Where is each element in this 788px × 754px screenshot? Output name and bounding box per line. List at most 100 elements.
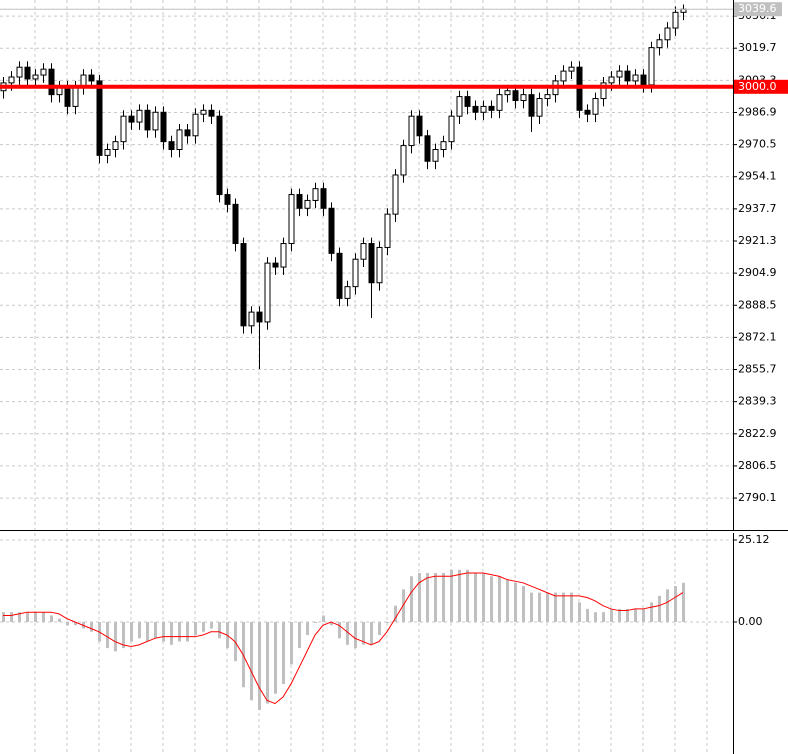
candle-body bbox=[328, 207, 335, 254]
candle-body bbox=[432, 148, 439, 162]
histogram-bar bbox=[34, 612, 37, 622]
candle-body bbox=[424, 135, 431, 162]
y-tick-label: 2921.3 bbox=[738, 234, 777, 247]
candle-body bbox=[560, 70, 567, 82]
histogram-bar bbox=[114, 621, 117, 652]
histogram-bar bbox=[170, 621, 173, 645]
histogram-bar bbox=[506, 579, 509, 622]
candle-body bbox=[392, 174, 399, 215]
histogram-bar bbox=[370, 621, 373, 645]
histogram-bar bbox=[178, 621, 181, 642]
histogram-bar bbox=[330, 621, 333, 626]
candle-body bbox=[72, 86, 79, 107]
histogram-bar bbox=[618, 608, 621, 622]
candle-body bbox=[376, 246, 383, 284]
y-tick-label: 2986.9 bbox=[738, 105, 777, 118]
candle-body bbox=[272, 262, 279, 268]
histogram-bar bbox=[458, 569, 461, 622]
candle-body bbox=[264, 262, 271, 323]
candle-body bbox=[480, 105, 487, 113]
candle-body bbox=[592, 98, 599, 115]
candle-body bbox=[456, 96, 463, 117]
candle-body bbox=[88, 74, 95, 82]
histogram-bar bbox=[50, 615, 53, 622]
histogram-bar bbox=[74, 621, 77, 626]
candle-body bbox=[168, 141, 175, 150]
candle-body bbox=[312, 188, 319, 201]
histogram-bar bbox=[514, 582, 517, 622]
histogram-bar bbox=[530, 592, 533, 622]
candle-body bbox=[568, 66, 575, 72]
level-label-bg bbox=[734, 79, 788, 94]
candle-body bbox=[320, 188, 327, 209]
candle-body bbox=[520, 94, 527, 102]
candle-body bbox=[48, 68, 55, 96]
candle-body bbox=[248, 311, 255, 327]
histogram-bar bbox=[194, 621, 197, 636]
candle-body bbox=[184, 129, 191, 137]
candle-body bbox=[192, 113, 199, 137]
candle-body bbox=[544, 94, 551, 100]
candle-body bbox=[256, 311, 263, 323]
candle-body bbox=[128, 115, 135, 123]
candle-body bbox=[40, 68, 47, 76]
candle-body bbox=[120, 115, 127, 143]
y-tick-label: 2806.5 bbox=[738, 459, 777, 472]
candle-body bbox=[656, 39, 663, 49]
candle-body bbox=[216, 115, 223, 196]
y-tick-label: 25.12 bbox=[738, 533, 770, 546]
histogram-bar bbox=[610, 608, 613, 622]
y-tick-label: 2954.1 bbox=[738, 170, 777, 183]
candle-body bbox=[368, 243, 375, 284]
histogram-bar bbox=[154, 621, 157, 639]
histogram-bar bbox=[106, 621, 109, 649]
candle-body bbox=[32, 74, 39, 80]
candle-body bbox=[352, 258, 359, 288]
y-tick-label: 2872.1 bbox=[738, 330, 777, 343]
histogram-bar bbox=[186, 621, 189, 642]
histogram-bar bbox=[250, 621, 253, 701]
histogram-bar bbox=[626, 608, 629, 622]
candle-body bbox=[536, 98, 543, 117]
candle-body bbox=[16, 66, 23, 78]
histogram-bar bbox=[450, 569, 453, 622]
candle-body bbox=[640, 74, 647, 86]
histogram-bar bbox=[410, 576, 413, 622]
histogram-bar bbox=[258, 621, 261, 711]
histogram-bar bbox=[266, 621, 269, 704]
histogram-bar bbox=[386, 621, 389, 623]
histogram-bar bbox=[298, 621, 301, 649]
candle-body bbox=[200, 109, 207, 115]
candle-body bbox=[8, 76, 15, 84]
histogram-bar bbox=[634, 608, 637, 622]
candle-body bbox=[488, 105, 495, 111]
candle-body bbox=[224, 194, 231, 205]
signal-line bbox=[3, 572, 684, 705]
histogram-bar bbox=[658, 595, 661, 622]
histogram-bar bbox=[26, 612, 29, 622]
histogram-bar bbox=[210, 621, 213, 629]
histogram-bar bbox=[482, 573, 485, 622]
candle-body bbox=[512, 90, 519, 102]
candle-body bbox=[288, 194, 295, 245]
histogram-bar bbox=[282, 621, 285, 685]
histogram-bar bbox=[538, 592, 541, 622]
candle-body bbox=[344, 286, 351, 299]
histogram-bar bbox=[522, 586, 525, 622]
candle-body bbox=[144, 109, 151, 131]
candle-body bbox=[600, 82, 607, 100]
last-price-label: 3039.6 bbox=[738, 2, 777, 15]
histogram-bar bbox=[602, 612, 605, 622]
level-label: 3000.0 bbox=[738, 80, 777, 93]
histogram-bar bbox=[354, 621, 357, 649]
histogram-bar bbox=[90, 621, 93, 632]
histogram-bar bbox=[586, 608, 589, 622]
y-tick-label: 0.00 bbox=[738, 615, 763, 628]
histogram-bar bbox=[138, 621, 141, 639]
histogram-bar bbox=[346, 621, 349, 645]
histogram-bar bbox=[650, 602, 653, 622]
histogram-bar bbox=[314, 621, 317, 623]
candle-body bbox=[104, 148, 111, 156]
histogram-bar bbox=[666, 589, 669, 622]
